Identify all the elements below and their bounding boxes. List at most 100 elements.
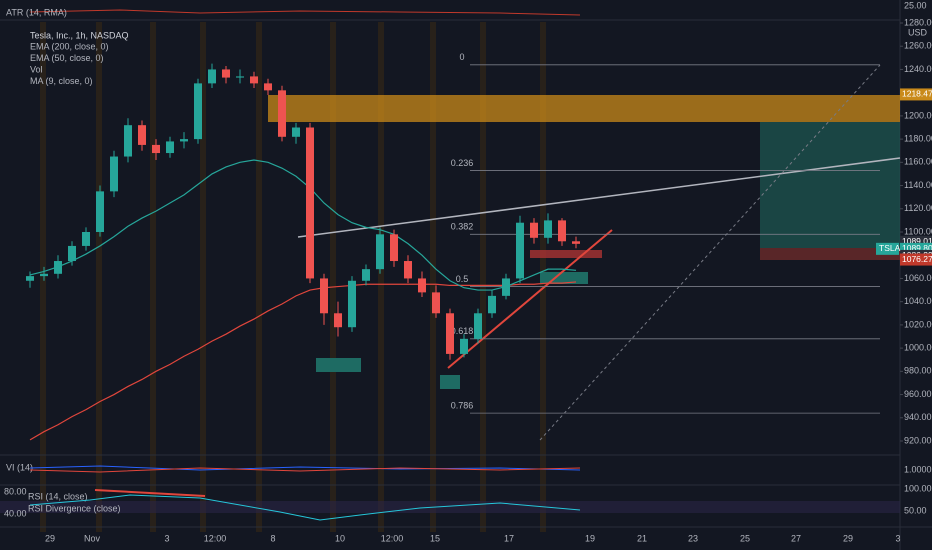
y-tick-label: 940.00 <box>904 412 932 422</box>
y-tick-label: 960.00 <box>904 389 932 399</box>
y-tick-label: 1120.00 <box>904 203 932 213</box>
y-tick-label: 1040.00 <box>904 296 932 306</box>
candle-body <box>278 90 286 137</box>
candle-body <box>376 234 384 270</box>
indicator-label: EMA (200, close, 0) <box>30 41 109 51</box>
y-tick-label: 1280.00 <box>904 17 932 27</box>
vi-line <box>29 465 581 471</box>
atr-scale: 25.00 <box>904 0 927 10</box>
rsi-line <box>29 494 581 521</box>
demand-zone <box>440 375 460 389</box>
candle-body <box>474 313 482 339</box>
ticker-tag <box>876 242 899 255</box>
y-tick-label: 1200.00 <box>904 110 932 120</box>
divergence-line <box>94 489 206 497</box>
y-tick-label: 1100.00 <box>904 226 932 236</box>
candle-body <box>502 278 510 296</box>
y-tick-label: 1180.00 <box>904 133 932 143</box>
vi-label: VI (14) <box>6 462 33 472</box>
y-tick-label: 1020.00 <box>904 319 932 329</box>
candle-body <box>152 144 160 154</box>
y-tick-label: 1260.00 <box>904 41 932 51</box>
atr-line <box>29 9 581 16</box>
candle-body <box>68 245 76 262</box>
price-tag <box>900 253 932 266</box>
candle-body <box>236 76 244 78</box>
trend-line <box>297 157 901 238</box>
candle-body <box>306 127 314 279</box>
currency-label: USD <box>908 27 928 37</box>
stop-box <box>760 248 900 260</box>
candle-body <box>404 261 412 279</box>
rsi-left-scale: 40.00 <box>4 508 27 518</box>
candle-body <box>418 278 426 293</box>
x-tick-label: Nov <box>84 533 101 543</box>
price-tag <box>900 88 932 101</box>
indicator-label: MA (9, close, 0) <box>30 76 93 86</box>
y-tick-label: 980.00 <box>904 366 932 376</box>
indicator-label: Vol <box>30 64 43 74</box>
rsi-left-scale: 80.00 <box>4 486 27 496</box>
price-tag-label: 1089.80 <box>902 243 932 253</box>
price-tag-label: 1218.47 <box>902 89 932 99</box>
price-tag-label: 1089.01 <box>902 236 932 246</box>
x-tick-label: 29 <box>45 533 55 543</box>
ema-line <box>29 281 577 441</box>
symbol-title: Tesla, Inc., 1h, NASDAQ <box>30 30 129 40</box>
fib-label: 0 <box>459 52 464 62</box>
candle-body <box>572 241 580 244</box>
candle-body <box>390 234 398 262</box>
candle-body <box>460 338 468 354</box>
candle-body <box>544 220 552 238</box>
candle-body <box>96 191 104 232</box>
supply-zone <box>268 95 900 122</box>
trend-line <box>447 229 613 369</box>
x-tick-label: 29 <box>843 533 853 543</box>
candle-body <box>180 139 188 142</box>
x-tick-label: 23 <box>688 533 698 543</box>
rsi-band <box>0 501 900 513</box>
rsi-right-scale: 100.00 <box>904 483 932 493</box>
y-tick-label: 1160.00 <box>904 157 932 167</box>
fib-label: 0.236 <box>451 158 474 168</box>
demand-zone <box>540 272 588 284</box>
candle-body <box>250 76 258 84</box>
vi-line <box>29 467 581 473</box>
candle-body <box>334 313 342 328</box>
atr-label: ATR (14, RMA) <box>6 7 67 17</box>
x-tick-label: 10 <box>335 533 345 543</box>
x-tick-label: 17 <box>504 533 514 543</box>
x-tick-label: 27 <box>791 533 801 543</box>
candle-body <box>446 313 454 354</box>
x-tick-label: 8 <box>270 533 275 543</box>
candle-body <box>348 280 356 328</box>
x-tick-label: 3 <box>164 533 169 543</box>
x-tick-label: 19 <box>585 533 595 543</box>
candle-body <box>208 69 216 84</box>
candle-body <box>292 127 300 137</box>
candle-body <box>138 125 146 145</box>
y-tick-label: 1240.00 <box>904 64 932 74</box>
candle-body <box>432 292 440 314</box>
candle-body <box>166 141 174 154</box>
demand-zone <box>316 358 361 372</box>
y-tick-label: 1140.00 <box>904 180 932 190</box>
vi-scale: 1.0000 <box>904 464 932 474</box>
candle-body <box>82 232 90 246</box>
fib-label: 0.618 <box>451 326 474 336</box>
candle-body <box>516 222 524 279</box>
fib-label: 0.5 <box>456 274 469 284</box>
candle-body <box>194 83 202 140</box>
ticker-tag-label: TSLA <box>879 243 901 253</box>
candle-body <box>54 261 62 274</box>
fib-label: 0.786 <box>451 401 474 411</box>
rsi-divergence-label: RSI Divergence (close) <box>28 503 121 513</box>
candle-body <box>558 220 566 242</box>
resistance-zone <box>530 250 602 258</box>
target-box <box>760 122 900 248</box>
candle-body <box>26 276 34 281</box>
candle-body <box>40 273 48 277</box>
rsi-label: RSI (14, close) <box>28 491 88 501</box>
candle-body <box>124 125 132 157</box>
